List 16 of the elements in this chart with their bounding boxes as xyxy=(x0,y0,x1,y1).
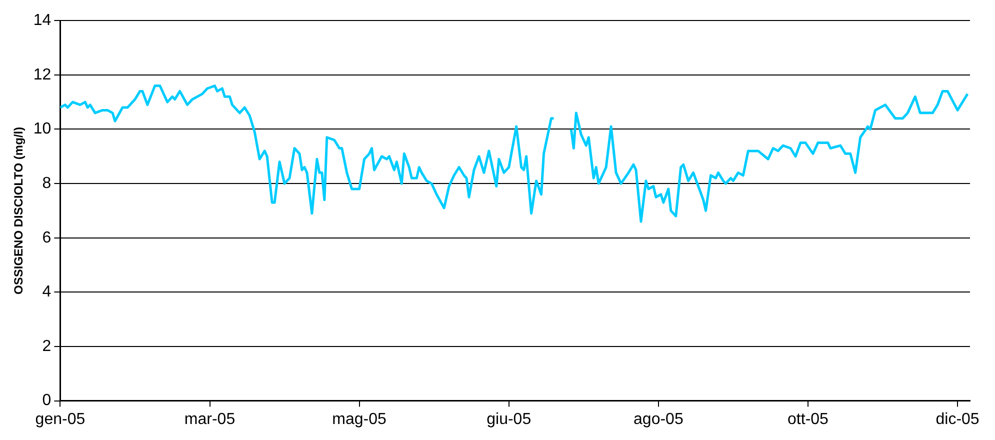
x-tick-label: mag-05 xyxy=(332,410,387,428)
y-tick-label: 4 xyxy=(42,284,52,301)
y-tick-label: 6 xyxy=(42,229,52,246)
x-tick-label: gen-05 xyxy=(35,410,86,428)
y-tick-label: 10 xyxy=(33,120,52,138)
y-tick-label: 8 xyxy=(42,174,52,192)
x-tick-label: dic-05 xyxy=(936,410,980,428)
x-tick-label: giu-05 xyxy=(486,410,532,428)
y-axis-title: OSSIGENO DISCIOLTO (mg/l) xyxy=(12,126,26,294)
x-tick-label: ago-05 xyxy=(634,410,684,428)
x-tick-label: ott-05 xyxy=(788,410,829,428)
y-tick-label: 14 xyxy=(33,12,52,30)
y-tick-label: 12 xyxy=(33,66,52,84)
y-tick-label: 2 xyxy=(42,338,52,355)
y-tick-label: 0 xyxy=(42,392,52,410)
x-tick-label: mar-05 xyxy=(184,410,236,428)
